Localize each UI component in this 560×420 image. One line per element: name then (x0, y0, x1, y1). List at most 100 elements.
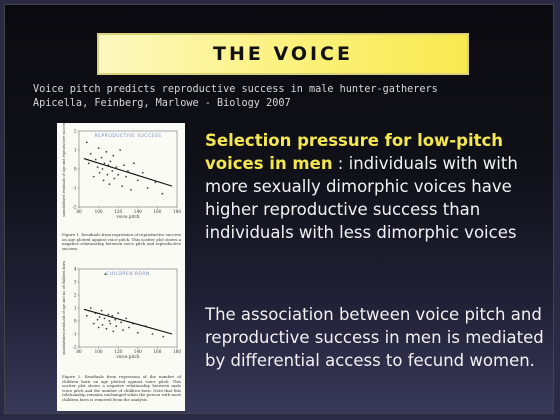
rs-data-point (98, 171, 101, 174)
cb-x-tick-label: 180 (173, 349, 181, 354)
rs-data-point (108, 183, 111, 186)
cb-data-point (115, 325, 118, 328)
rs-trend-line (83, 158, 173, 187)
figure2-caption: Figure 2. Residuals from regression of t… (62, 374, 181, 402)
cb-data-point (114, 318, 117, 321)
rs-data-point (100, 156, 103, 159)
cb-y-tick-label: 0 (74, 318, 77, 323)
rs-data-point (113, 177, 116, 180)
cb-data-point (105, 327, 108, 330)
cb-y-tick-label: 3 (74, 279, 77, 284)
rs-y-tick-label: 2 (74, 128, 77, 133)
cb-data-point (122, 329, 124, 331)
cb-y-tick-label: -1 (72, 331, 76, 336)
rs-data-point (103, 162, 106, 165)
rs-data-point (112, 154, 115, 157)
rs-data-point (105, 151, 108, 153)
paper-figure-excerpt: REPRODUCTIVE SUCCESS 80 100 120 140 160 180 voi… (57, 123, 185, 411)
rs-chart-title: REPRODUCTIVE SUCCESS (95, 133, 162, 139)
slide-title-box: THE VOICE (97, 33, 469, 75)
citation-title: Voice pitch predicts reproductive succes… (33, 84, 438, 95)
rs-data-point (87, 162, 90, 165)
rs-data-point (85, 141, 88, 144)
rs-x-tick-label: 100 (95, 209, 103, 214)
cb-x-axis-label: voice pitch (115, 354, 139, 359)
cb-y-tick-label: 1 (74, 305, 77, 310)
rs-y-axis-label: standardized residuals of age and reprod… (62, 123, 66, 217)
rs-y-tick-label: -1 (72, 185, 76, 190)
rs-y-tick-label: 1 (74, 147, 77, 152)
cb-data-point (136, 331, 139, 334)
rs-x-tick-label: 160 (153, 209, 161, 214)
cb-data-point (128, 326, 130, 329)
cb-data-point (151, 333, 154, 335)
rs-data-point (121, 185, 124, 187)
rs-data-point (119, 149, 122, 151)
rs-plot-frame (78, 130, 178, 208)
cb-x-tick-label: 80 (76, 349, 82, 354)
cb-data-point (89, 307, 92, 309)
cb-x-tick-label: 100 (95, 349, 103, 354)
rs-data-point (92, 175, 95, 178)
rs-data-point (109, 160, 112, 163)
cb-data-point (108, 320, 111, 322)
rs-data-point (127, 170, 129, 172)
main-statement-rest: : individuals with with more sexually di… (205, 154, 518, 242)
cb-data-point (103, 317, 106, 320)
rs-data-point (115, 166, 118, 168)
cb-data-point (104, 273, 107, 276)
rs-data-point (123, 164, 125, 167)
cb-y-tick-label: 2 (74, 292, 77, 297)
cb-data-point (98, 316, 101, 318)
rs-data-point (96, 166, 99, 168)
rs-data-point (154, 181, 157, 184)
rs-x-tick-label: 180 (173, 209, 181, 214)
cb-data-point (92, 322, 95, 325)
cb-plot-frame (78, 268, 178, 348)
rs-data-point (125, 175, 127, 178)
rs-data-point (117, 173, 120, 176)
slide: THE VOICE Voice pitch predicts reproduct… (4, 4, 554, 414)
rs-data-point (161, 192, 164, 195)
cb-data-point (162, 335, 165, 338)
cb-data-point (100, 309, 103, 312)
rs-data-point (97, 147, 100, 149)
cb-data-point (112, 330, 115, 333)
rs-data-point (89, 152, 92, 155)
cb-data-point (101, 324, 104, 326)
highlight-text: Selection pressure for low-pitch voices … (205, 131, 504, 173)
cb-data-point (97, 326, 100, 329)
rs-x-tick-label: 120 (114, 209, 122, 214)
cb-data-point (109, 322, 112, 325)
cb-y-tick-label: 4 (74, 266, 77, 271)
slide-title: THE VOICE (213, 43, 353, 65)
rs-data-point (130, 189, 132, 191)
cb-x-tick-label: 160 (153, 349, 161, 354)
rs-x-tick-label: 80 (76, 209, 82, 214)
rs-x-tick-label: 140 (134, 209, 142, 214)
rs-x-axis-label: voice pitch (115, 214, 139, 219)
main-statement: Selection pressure for low-pitch voices … (205, 129, 545, 244)
rs-data-point (101, 168, 104, 170)
rs-y-tick-label: -2 (72, 204, 76, 209)
rs-data-point (146, 187, 149, 189)
citation: Voice pitch predicts reproductive succes… (33, 83, 533, 111)
cb-x-tick-label: 120 (114, 349, 122, 354)
cb-data-point (85, 314, 88, 317)
cb-data-point (96, 318, 99, 321)
rs-data-point (141, 171, 144, 174)
cb-data-point (107, 313, 110, 316)
rs-data-point (111, 170, 114, 172)
secondary-statement: The association between voice pitch and … (205, 305, 544, 370)
rs-data-point (136, 179, 139, 182)
cb-y-axis-label: standardized residuals of age and no. of… (62, 261, 66, 355)
rs-data-point (102, 179, 105, 182)
rs-y-tick-label: 0 (74, 166, 77, 171)
cb-chart-title: CHILDREN BORN (106, 271, 150, 277)
rs-data-point (106, 173, 109, 176)
cb-x-tick-label: 140 (134, 349, 142, 354)
cb-data-point (117, 312, 120, 315)
cb-data-point (111, 314, 114, 317)
cb-data-point (125, 317, 127, 320)
rs-data-point (132, 162, 135, 165)
